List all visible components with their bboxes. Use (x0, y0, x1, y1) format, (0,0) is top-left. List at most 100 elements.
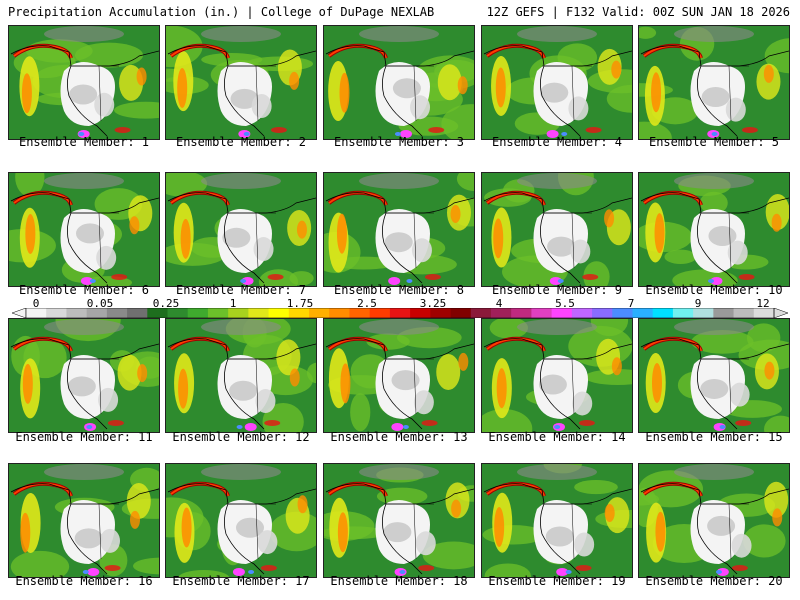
precip-map (8, 463, 160, 578)
member-label: Ensemble Member: 6 (18, 283, 150, 297)
ensemble-panel: Ensemble Member: 4 (481, 25, 633, 149)
ensemble-panel: Ensemble Member: 5 (638, 25, 790, 149)
border (699, 358, 749, 415)
ensemble-panel: Ensemble Member: 18 (323, 463, 475, 588)
colorbar-bin (733, 308, 755, 318)
ensemble-panel: Ensemble Member: 2 (165, 25, 317, 149)
colorbar-bin (511, 308, 532, 318)
colorbar-bin (268, 308, 290, 318)
precip-map (165, 172, 317, 287)
colorbar-bin (349, 308, 371, 318)
member-label: Ensemble Member: 1 (18, 135, 150, 149)
precip-map (323, 318, 475, 433)
border (699, 503, 749, 560)
member-label: Ensemble Member: 9 (491, 283, 623, 297)
ensemble-panel: Ensemble Member: 17 (165, 463, 317, 588)
member-label: Ensemble Member: 19 (488, 574, 626, 588)
colorbar-tick-label: 12 (756, 297, 770, 310)
colorbar-tick-label: 9 (694, 297, 702, 310)
tropical-precip (244, 423, 257, 431)
tropical-precip (549, 277, 562, 285)
colorbar-tick-label: 1 (229, 297, 237, 310)
colorbar-bin (26, 308, 47, 318)
ensemble-panel: Ensemble Member: 16 (8, 463, 160, 588)
precip-map (481, 463, 633, 578)
colorbar-max-arrow (773, 308, 788, 318)
border (69, 65, 119, 122)
member-label: Ensemble Member: 11 (15, 430, 153, 444)
ensemble-panel: Ensemble Member: 15 (638, 318, 790, 444)
tropical-precip (546, 130, 559, 138)
ensemble-panel: Ensemble Member: 13 (323, 318, 475, 444)
tropical-precip (241, 277, 254, 285)
colorbar-bin (571, 308, 593, 318)
member-label: Ensemble Member: 2 (175, 135, 307, 149)
precip-map (638, 172, 790, 287)
precip-map (638, 463, 790, 578)
border (384, 503, 434, 560)
tropical-precip (556, 568, 569, 576)
precip-map (165, 463, 317, 578)
border (384, 358, 434, 415)
colorbar-bin (147, 308, 169, 318)
colorbar-bin (369, 308, 391, 318)
border (69, 503, 119, 560)
ensemble-panel: Ensemble Member: 12 (165, 318, 317, 444)
colorbar-tick-label: 2.5 (357, 297, 377, 310)
member-label: Ensemble Member: 8 (333, 283, 465, 297)
tropical-precip (391, 423, 404, 431)
colorbar-bin (248, 308, 270, 318)
ensemble-panel: Ensemble Member: 9 (481, 172, 633, 297)
colorbar-tick-label: 0.05 (86, 297, 114, 310)
colorbar-bin (551, 308, 573, 318)
tropical-precip (710, 277, 723, 285)
border (226, 212, 276, 269)
precip-colorbar (12, 308, 788, 318)
precip-map (638, 318, 790, 433)
member-label: Ensemble Member: 14 (488, 430, 626, 444)
colorbar-bin (531, 308, 553, 318)
ensemble-panel: Ensemble Member: 6 (8, 172, 160, 297)
precip-map (481, 318, 633, 433)
ensemble-panel: Ensemble Member: 20 (638, 463, 790, 588)
member-label: Ensemble Member: 3 (333, 135, 465, 149)
tropical-precip (80, 277, 93, 285)
colorbar-bin (329, 308, 350, 318)
precip-map (481, 25, 633, 140)
member-label: Ensemble Member: 7 (175, 283, 307, 297)
border (384, 212, 434, 269)
colorbar-bin (490, 308, 512, 318)
precip-map (323, 172, 475, 287)
colorbar-bin (288, 308, 310, 318)
border (542, 503, 592, 560)
ensemble-panel: Ensemble Member: 11 (8, 318, 160, 444)
tropical-precip (716, 568, 729, 576)
ensemble-panel: Ensemble Member: 7 (165, 172, 317, 297)
precip-map (8, 318, 160, 433)
border (69, 212, 119, 269)
colorbar-bin (693, 308, 714, 318)
member-label: Ensemble Member: 20 (645, 574, 783, 588)
ensemble-panel: Ensemble Member: 1 (8, 25, 160, 149)
model-run-info: 12Z GEFS | F132 Valid: 00Z SUN JAN 18 20… (486, 5, 790, 19)
tropical-precip (232, 568, 245, 576)
member-label: Ensemble Member: 15 (645, 430, 783, 444)
ensemble-panel: Ensemble Member: 19 (481, 463, 633, 588)
colorbar-tick-label: 4 (495, 297, 503, 310)
colorbar-bin (672, 308, 694, 318)
ensemble-panel: Ensemble Member: 14 (481, 318, 633, 444)
colorbar-bin (592, 308, 613, 318)
colorbar-bin (106, 308, 128, 318)
colorbar-tick-label: 7 (627, 297, 635, 310)
border (226, 503, 276, 560)
tropical-precip (388, 277, 401, 285)
precip-map (638, 25, 790, 140)
colorbar-tick-label: 0 (32, 297, 40, 310)
border (699, 65, 749, 122)
precip-map (8, 25, 160, 140)
colorbar-bin (127, 308, 148, 318)
border (542, 212, 592, 269)
colorbar-bin (66, 308, 88, 318)
tropical-precip (87, 568, 100, 576)
colorbar-bin (652, 308, 674, 318)
